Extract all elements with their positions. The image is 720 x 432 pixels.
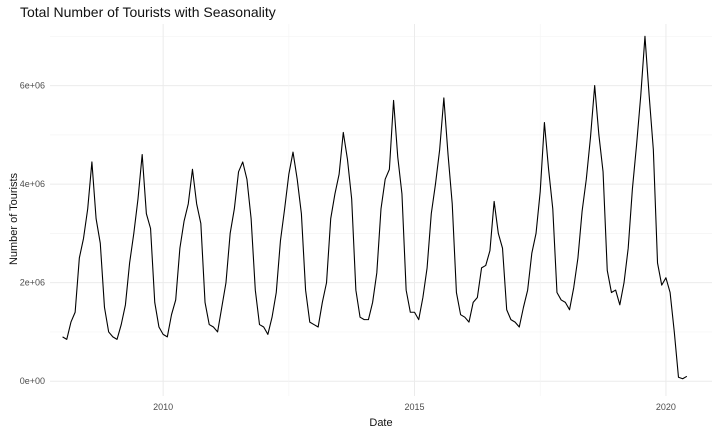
x-tick-label: 2020 bbox=[656, 402, 676, 412]
x-tick-label: 2010 bbox=[153, 402, 173, 412]
chart-title: Total Number of Tourists with Seasonalit… bbox=[20, 4, 276, 20]
x-tick-label: 2015 bbox=[405, 402, 425, 412]
y-tick-label: 6e+06 bbox=[20, 81, 45, 91]
x-axis-ticks: 2010 2015 2020 bbox=[153, 402, 676, 412]
y-axis-title: Number of Tourists bbox=[8, 172, 20, 265]
y-tick-label: 4e+06 bbox=[20, 179, 45, 189]
y-tick-label: 0e+00 bbox=[20, 376, 45, 386]
series-line bbox=[62, 35, 688, 380]
y-tick-label: 2e+06 bbox=[20, 278, 45, 288]
grid bbox=[50, 24, 712, 396]
x-axis-title: Date bbox=[369, 417, 392, 429]
y-axis-ticks: 0e+00 2e+06 4e+06 6e+06 bbox=[20, 81, 45, 387]
